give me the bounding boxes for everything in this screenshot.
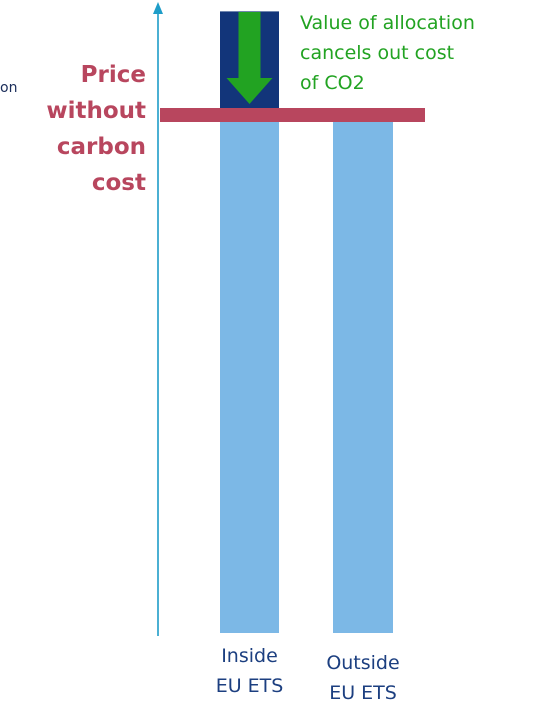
reference-price-line [160,108,425,122]
bars-layer [220,11,393,633]
y-axis-layer [153,2,163,636]
chart-text-layer: Price without carbon cost on Value of allocat… [0,12,475,701]
reference-line-layer [160,108,425,122]
base-price-bar-2 [333,115,393,633]
allocation-annotation: Value of allocation cancels out cost of CO… [300,12,475,94]
reference-line-label: Price without carbon cost [46,62,146,196]
allocation-arrow-layer [226,12,273,104]
arrow-down-icon [226,12,273,104]
cut-off-label: on [0,80,17,96]
base-price-bar-1 [220,115,279,633]
arrow-up-icon [153,2,163,14]
category-label-2: Outside EU ETS [326,652,399,701]
category-label-1: Inside EU ETS [216,645,284,697]
